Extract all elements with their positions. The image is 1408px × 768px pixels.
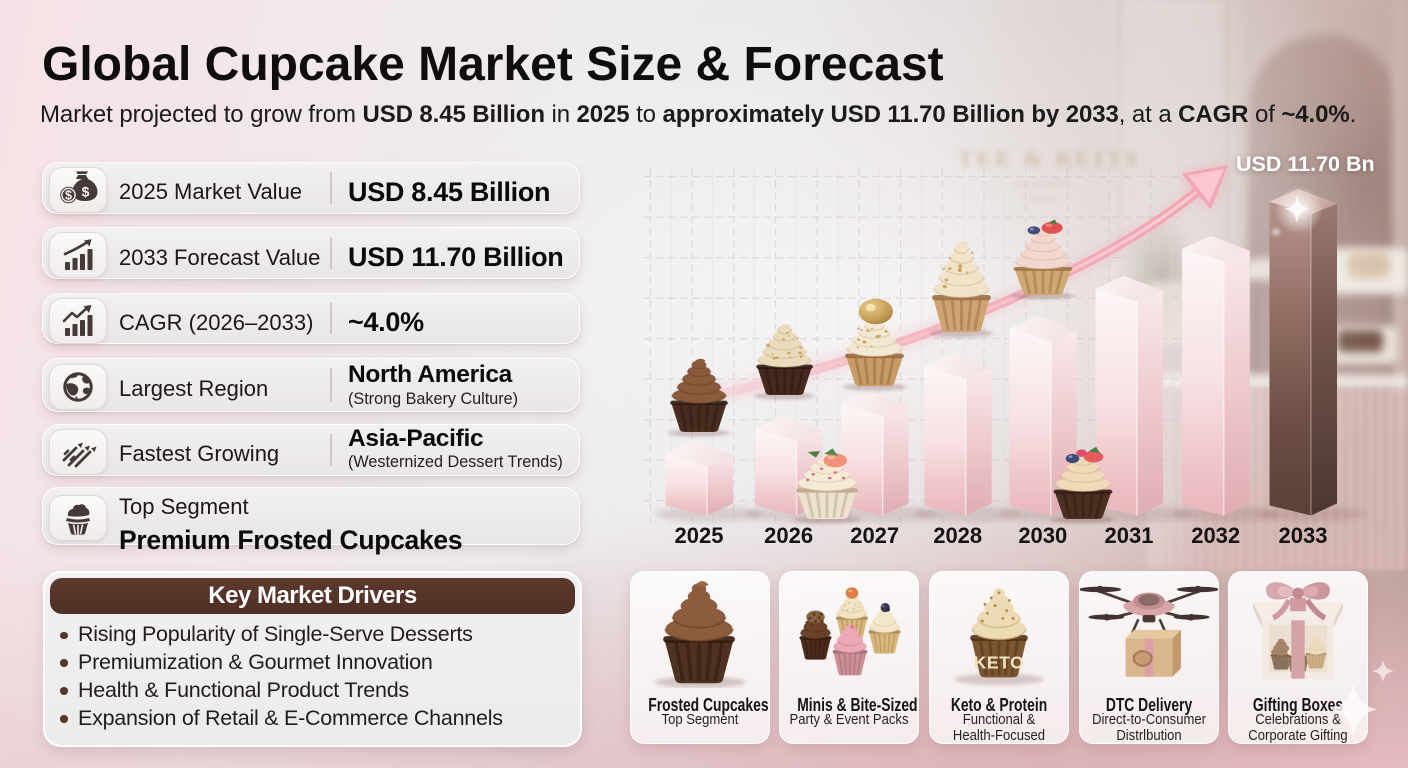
svg-text:KETO: KETO [973,652,1024,672]
svg-text:$: $ [65,188,72,202]
svg-text:$: $ [82,183,90,199]
